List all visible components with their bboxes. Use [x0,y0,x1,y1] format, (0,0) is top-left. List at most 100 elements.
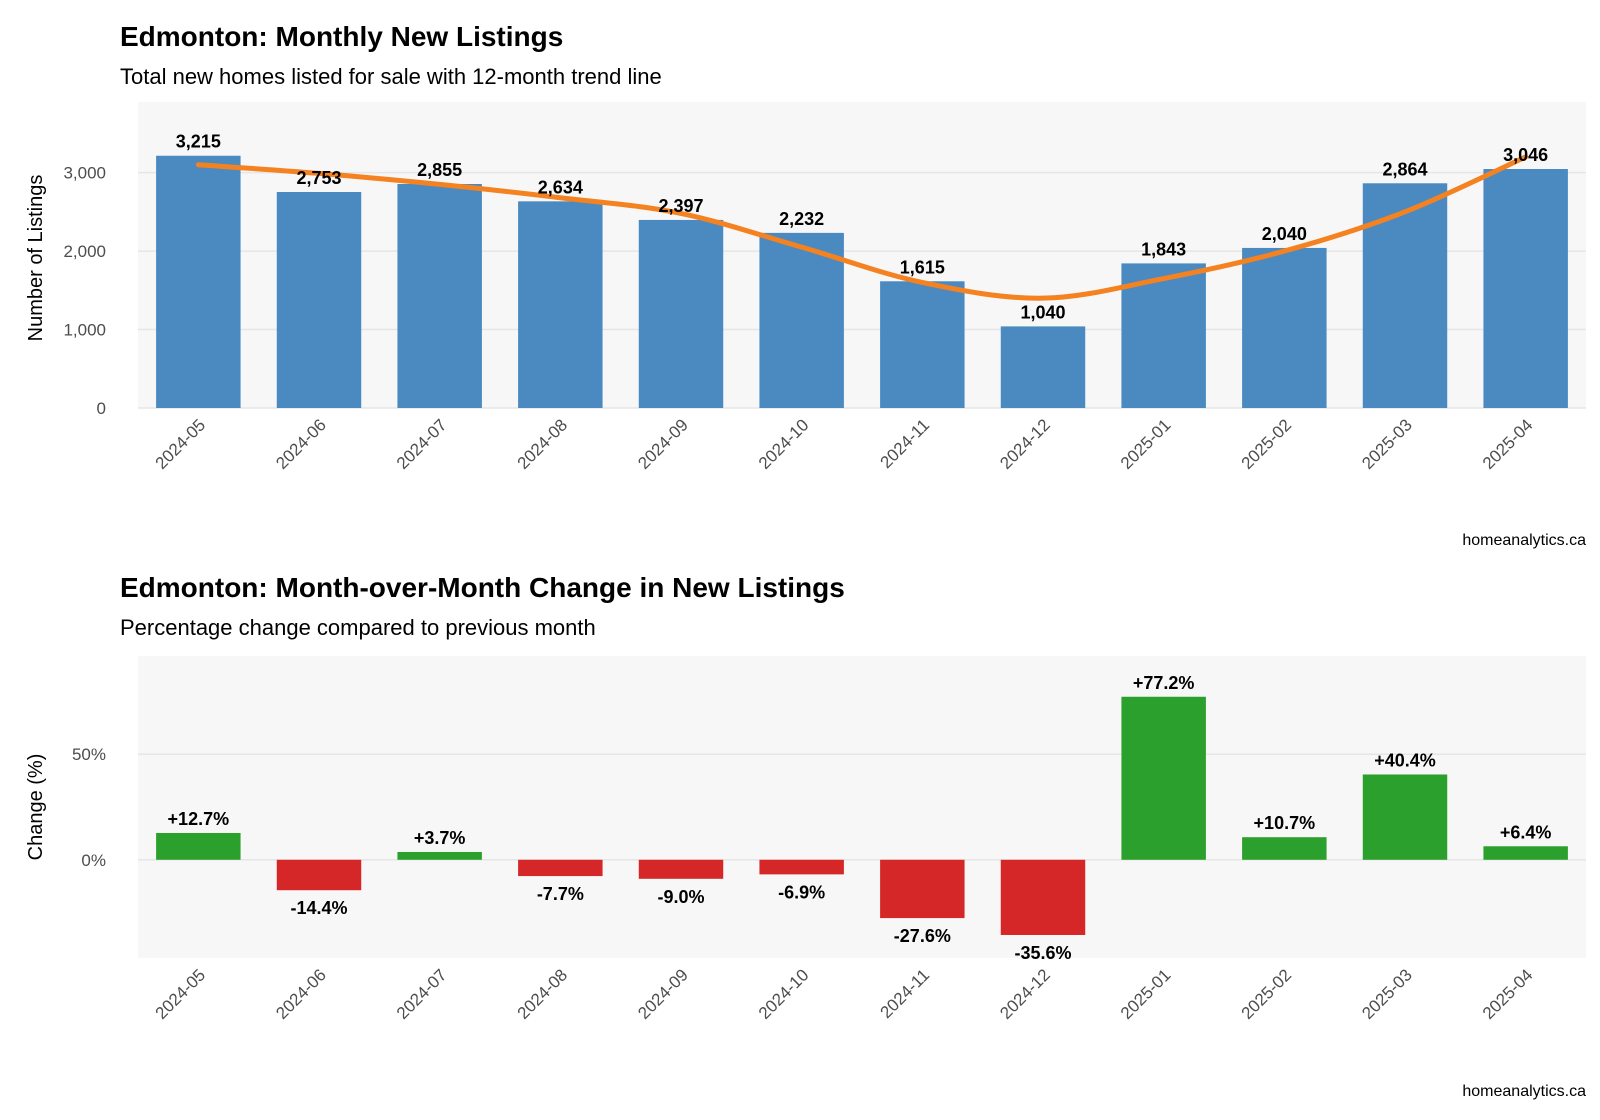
data-label: 2,753 [296,168,341,188]
x-tick-label: 2024-06 [272,415,330,473]
x-tick-label: 2024-08 [514,965,572,1023]
bar-2024-10 [759,232,844,408]
bar-2025-04 [1483,846,1568,860]
x-tick-label: 2024-10 [755,965,813,1023]
plot-panel [138,656,1586,958]
data-label: +77.2% [1133,673,1195,693]
chart-title: Edmonton: Monthly New Listings [120,21,563,52]
data-label: -14.4% [290,898,347,918]
bar-2025-02 [1242,247,1327,408]
data-label: +3.7% [414,828,466,848]
bar-2024-07 [397,851,482,860]
data-label: -27.6% [894,926,951,946]
bar-2024-08 [518,201,603,408]
change-chart: Edmonton: Month-over-Month Change in New… [25,572,1586,1100]
data-label: +40.4% [1374,750,1436,770]
x-tick-label: 2025-04 [1479,965,1537,1023]
x-axis-ticks: 2024-05 2024-06 2024-07 2024-08 2024-09 2024-… [152,415,1537,473]
gridlines [138,171,1586,409]
data-label: 2,864 [1382,159,1427,179]
x-tick-label: 2025-03 [1358,415,1416,473]
listings-chart: Edmonton: Monthly New Listings Total new… [25,21,1586,549]
data-label: 3,046 [1503,145,1548,165]
x-tick-label: 2024-07 [393,415,451,473]
bar-2024-11 [880,281,965,408]
x-tick-label: 2024-12 [996,415,1054,473]
data-label: 2,232 [779,209,824,229]
y-axis-ticks: 0% 50% [72,745,106,870]
x-tick-label: 2025-03 [1358,965,1416,1023]
y-tick-label: 0 [97,399,106,418]
bar-2024-08 [518,859,603,877]
bar-2024-10 [759,859,844,875]
y-axis-label: Change (%) [25,754,47,861]
x-tick-label: 2025-04 [1479,415,1537,473]
y-tick-label: 3,000 [63,164,106,183]
y-tick-label: 0% [81,851,106,870]
source-caption: homeanalytics.ca [1462,532,1586,549]
bar-2024-07 [397,183,482,408]
x-tick-label: 2024-08 [514,415,572,473]
data-label: -35.6% [1014,943,1071,963]
chart-title: Edmonton: Month-over-Month Change in New… [120,572,845,603]
plot-panel [138,102,1586,408]
x-tick-label: 2025-02 [1238,965,1296,1023]
data-label: 2,855 [417,160,462,180]
source-caption: homeanalytics.ca [1462,1083,1586,1100]
y-axis-ticks: 0 1,000 2,000 3,000 [63,164,106,418]
bar-2024-05 [156,155,241,408]
x-tick-label: 2024-12 [996,965,1054,1023]
x-tick-label: 2024-07 [393,965,451,1023]
data-label: 3,215 [176,132,221,152]
data-label: -7.7% [537,884,584,904]
bar-2024-12 [1000,859,1086,935]
data-labels: +12.7% -14.4% +3.7% -7.7% -9.0% -6.9% -27.6% -3… [168,673,1552,963]
y-tick-label: 2,000 [63,242,106,261]
bar-2025-04 [1483,169,1568,408]
data-label: 2,040 [1262,224,1307,244]
bars [156,155,1568,408]
data-label: -9.0% [657,887,704,907]
x-axis-ticks: 2024-05 2024-06 2024-07 2024-08 2024-09 2024-… [152,965,1537,1023]
x-tick-label: 2024-10 [755,415,813,473]
bar-2024-12 [1000,326,1086,408]
x-tick-label: 2025-01 [1117,965,1175,1023]
data-label: 2,397 [658,196,703,216]
x-tick-label: 2025-02 [1238,415,1296,473]
x-tick-label: 2024-09 [634,415,692,473]
chart-subtitle: Percentage change compared to previous m… [120,615,596,640]
x-tick-label: 2024-11 [876,415,933,472]
bar-2024-11 [880,859,965,919]
data-label: +10.7% [1254,813,1316,833]
x-tick-label: 2024-11 [876,965,933,1022]
bar-2025-01 [1121,263,1206,408]
gridlines [138,753,1586,861]
data-labels: 3,215 2,753 2,855 2,634 2,397 2,232 1,615 1,040… [176,132,1548,323]
bar-2024-06 [276,859,362,891]
y-tick-label: 50% [72,745,106,764]
x-tick-label: 2024-05 [152,415,210,473]
bar-2024-09 [638,859,724,879]
y-axis-label: Number of Listings [25,175,47,342]
y-tick-label: 1,000 [63,321,106,340]
bar-2025-03 [1362,774,1448,860]
x-tick-label: 2024-06 [272,965,330,1023]
bar-2024-09 [638,219,724,408]
data-label: +12.7% [168,809,230,829]
bar-2024-06 [276,191,362,408]
bar-2025-02 [1242,837,1327,860]
data-label: -6.9% [778,882,825,902]
trend-line [195,154,1529,301]
data-label: 2,634 [538,177,583,197]
bar-2025-03 [1362,183,1448,408]
data-label: 1,615 [900,257,945,277]
bars [156,696,1568,935]
x-tick-label: 2024-05 [152,965,210,1023]
bar-2025-01 [1121,696,1206,860]
data-label: 1,040 [1020,302,1065,322]
chart-subtitle: Total new homes listed for sale with 12-… [120,64,662,89]
bar-2024-05 [156,832,241,860]
x-tick-label: 2025-01 [1117,415,1175,473]
x-tick-label: 2024-09 [634,965,692,1023]
